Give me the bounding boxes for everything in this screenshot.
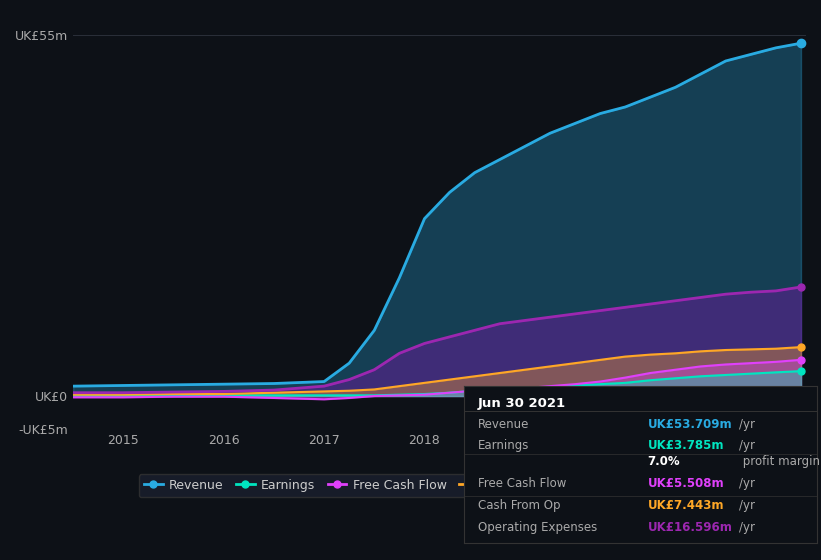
Text: /yr: /yr — [739, 440, 755, 452]
Text: Free Cash Flow: Free Cash Flow — [478, 477, 566, 490]
Text: Cash From Op: Cash From Op — [478, 499, 561, 512]
Text: /yr: /yr — [739, 418, 755, 431]
Text: UK£16.596m: UK£16.596m — [648, 521, 732, 534]
Text: Jun 30 2021: Jun 30 2021 — [478, 398, 566, 410]
Text: /yr: /yr — [739, 477, 755, 490]
Text: profit margin: profit margin — [739, 455, 820, 468]
Text: /yr: /yr — [739, 499, 755, 512]
Text: Earnings: Earnings — [478, 440, 530, 452]
Text: Operating Expenses: Operating Expenses — [478, 521, 597, 534]
Text: /yr: /yr — [739, 521, 755, 534]
Legend: Revenue, Earnings, Free Cash Flow, Cash From Op, Operating Expenses: Revenue, Earnings, Free Cash Flow, Cash … — [139, 474, 741, 497]
Text: UK£5.508m: UK£5.508m — [648, 477, 724, 490]
Text: UK£7.443m: UK£7.443m — [648, 499, 724, 512]
Text: Revenue: Revenue — [478, 418, 530, 431]
Text: UK£3.785m: UK£3.785m — [648, 440, 724, 452]
Text: UK£53.709m: UK£53.709m — [648, 418, 732, 431]
Text: 7.0%: 7.0% — [648, 455, 680, 468]
